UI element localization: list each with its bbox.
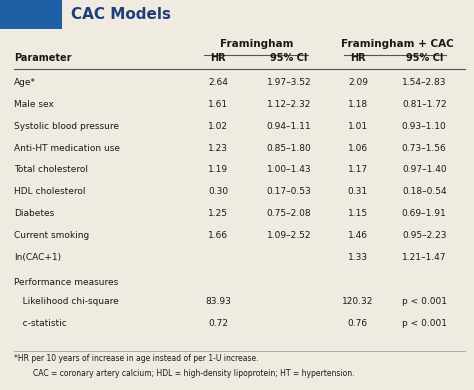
Text: Age*: Age* <box>14 78 36 87</box>
Text: 0.95–2.23: 0.95–2.23 <box>402 231 447 240</box>
Text: *HR per 10 years of increase in age instead of per 1-U increase.: *HR per 10 years of increase in age inst… <box>14 354 259 363</box>
Text: 120.32: 120.32 <box>342 297 374 306</box>
Text: p < 0.001: p < 0.001 <box>402 319 447 328</box>
Text: 1.02: 1.02 <box>208 122 228 131</box>
Text: Diabetes: Diabetes <box>14 209 55 218</box>
Text: Systolic blood pressure: Systolic blood pressure <box>14 122 119 131</box>
Text: 1.97–3.52: 1.97–3.52 <box>267 78 311 87</box>
Text: 1.19: 1.19 <box>208 165 228 174</box>
Text: 0.69–1.91: 0.69–1.91 <box>402 209 447 218</box>
Text: HR: HR <box>210 53 226 63</box>
Text: 83.93: 83.93 <box>205 297 231 306</box>
Text: Anti-HT medication use: Anti-HT medication use <box>14 144 120 152</box>
Text: 1.01: 1.01 <box>348 122 368 131</box>
Text: 0.18–0.54: 0.18–0.54 <box>402 187 447 196</box>
Text: 0.85–1.80: 0.85–1.80 <box>267 144 311 152</box>
Text: 0.94–1.11: 0.94–1.11 <box>267 122 311 131</box>
Text: 0.72: 0.72 <box>208 319 228 328</box>
Text: 1.21–1.47: 1.21–1.47 <box>402 253 447 262</box>
Text: 1.23: 1.23 <box>208 144 228 152</box>
Text: ln(CAC+1): ln(CAC+1) <box>14 253 61 262</box>
Text: 1.06: 1.06 <box>348 144 368 152</box>
Text: p < 0.001: p < 0.001 <box>402 297 447 306</box>
Text: Total cholesterol: Total cholesterol <box>14 165 88 174</box>
Text: 1.15: 1.15 <box>348 209 368 218</box>
Text: 1.12–2.32: 1.12–2.32 <box>267 100 311 109</box>
Text: CAC = coronary artery calcium; HDL = high-density lipoprotein; HT = hypertension: CAC = coronary artery calcium; HDL = hig… <box>33 369 355 378</box>
Text: HDL cholesterol: HDL cholesterol <box>14 187 86 196</box>
Text: 1.00–1.43: 1.00–1.43 <box>267 165 311 174</box>
Text: 0.30: 0.30 <box>208 187 228 196</box>
Text: Parameter: Parameter <box>14 53 72 63</box>
Text: 0.75–2.08: 0.75–2.08 <box>267 209 311 218</box>
Text: Likelihood chi-square: Likelihood chi-square <box>14 297 119 306</box>
Text: 1.46: 1.46 <box>348 231 368 240</box>
Text: Performance measures: Performance measures <box>14 278 118 287</box>
Text: CAC Models: CAC Models <box>71 7 171 22</box>
Text: 0.17–0.53: 0.17–0.53 <box>267 187 311 196</box>
Text: Male sex: Male sex <box>14 100 54 109</box>
Text: Framingham + CAC: Framingham + CAC <box>341 39 453 49</box>
Text: 95% CI: 95% CI <box>271 53 308 63</box>
Text: 0.31: 0.31 <box>348 187 368 196</box>
Text: 0.93–1.10: 0.93–1.10 <box>402 122 447 131</box>
Text: HR: HR <box>350 53 365 63</box>
Text: 2.09: 2.09 <box>348 78 368 87</box>
Text: Framingham: Framingham <box>220 39 294 49</box>
Text: 0.76: 0.76 <box>348 319 368 328</box>
Text: Current smoking: Current smoking <box>14 231 90 240</box>
Text: 1.54–2.83: 1.54–2.83 <box>402 78 447 87</box>
Text: 2.64: 2.64 <box>208 78 228 87</box>
Text: 1.33: 1.33 <box>348 253 368 262</box>
Text: 1.25: 1.25 <box>208 209 228 218</box>
Text: 1.09–2.52: 1.09–2.52 <box>267 231 311 240</box>
Text: 1.18: 1.18 <box>348 100 368 109</box>
Text: 1.17: 1.17 <box>348 165 368 174</box>
Text: 0.81–1.72: 0.81–1.72 <box>402 100 447 109</box>
Text: 1.61: 1.61 <box>208 100 228 109</box>
Text: 1.66: 1.66 <box>208 231 228 240</box>
Text: 0.97–1.40: 0.97–1.40 <box>402 165 447 174</box>
Text: 0.73–1.56: 0.73–1.56 <box>402 144 447 152</box>
Text: c-statistic: c-statistic <box>14 319 67 328</box>
Text: 95% CI: 95% CI <box>406 53 443 63</box>
